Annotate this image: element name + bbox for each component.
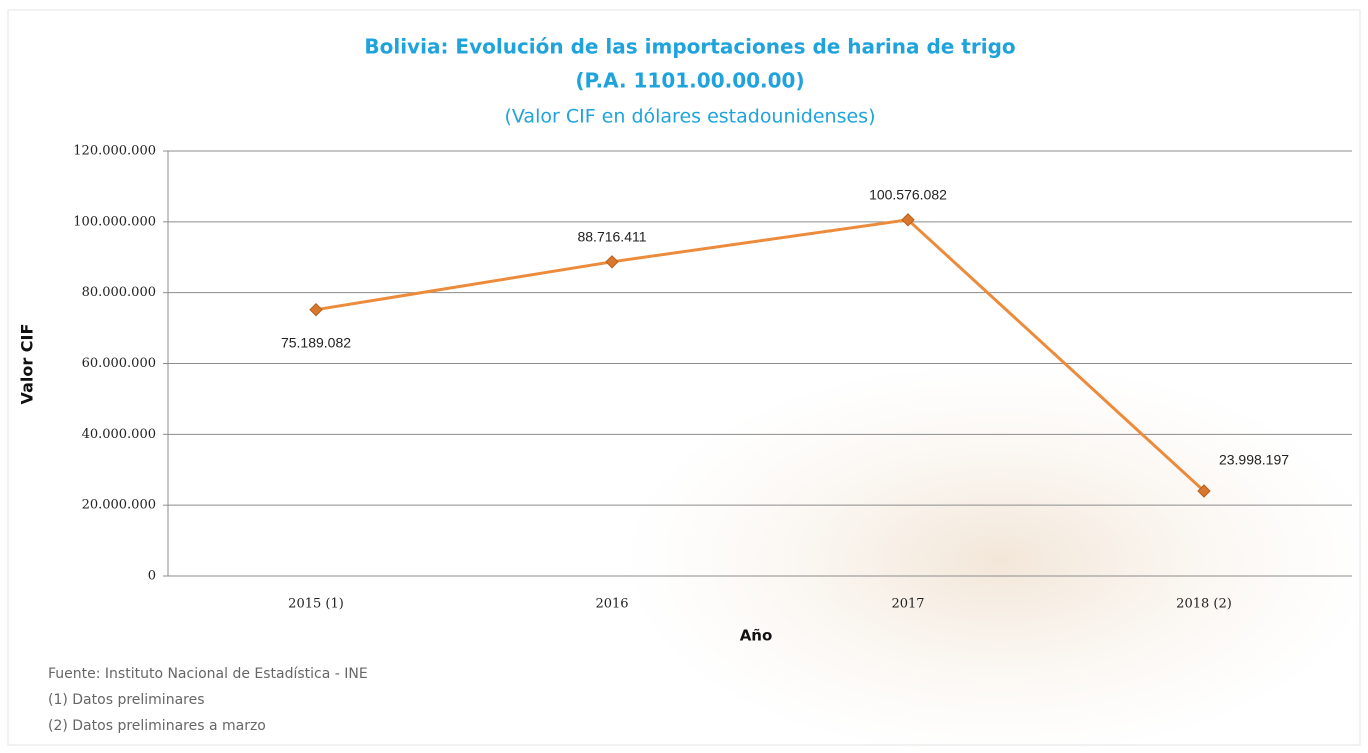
y-tick-label: 120.000.000 [73,144,156,159]
y-tick-label: 100.000.000 [73,214,156,229]
chart-title: Bolivia: Evolución de las importaciones … [364,35,1015,59]
x-tick-label: 2018 (2) [1176,597,1232,612]
footnote: (1) Datos preliminares [48,692,205,708]
data-label: 100.576.082 [869,186,947,202]
y-tick-label: 80.000.000 [82,285,156,300]
x-axis-title: Año [740,627,773,645]
data-label: 75.189.082 [281,334,351,350]
chart-subtitle: (Valor CIF en dólares estadounidenses) [505,106,876,128]
data-label: 88.716.411 [577,228,646,244]
y-tick-label: 60.000.000 [82,356,156,371]
background-image [620,360,1368,753]
y-tick-label: 0 [148,569,156,584]
y-tick-label: 20.000.000 [82,498,156,513]
y-tick-label: 40.000.000 [82,427,156,442]
footnote: Fuente: Instituto Nacional de Estadístic… [48,666,368,682]
x-tick-label: 2016 [595,597,628,612]
y-axis-title: Valor CIF [18,324,37,405]
chart-code: (P.A. 1101.00.00.00) [575,69,804,93]
x-tick-label: 2015 (1) [288,597,344,612]
footnote: (2) Datos preliminares a marzo [48,718,266,734]
x-tick-label: 2017 [891,597,924,612]
chart: Bolivia: Evolución de las importaciones … [0,0,1368,753]
data-label: 23.998.197 [1219,452,1289,468]
